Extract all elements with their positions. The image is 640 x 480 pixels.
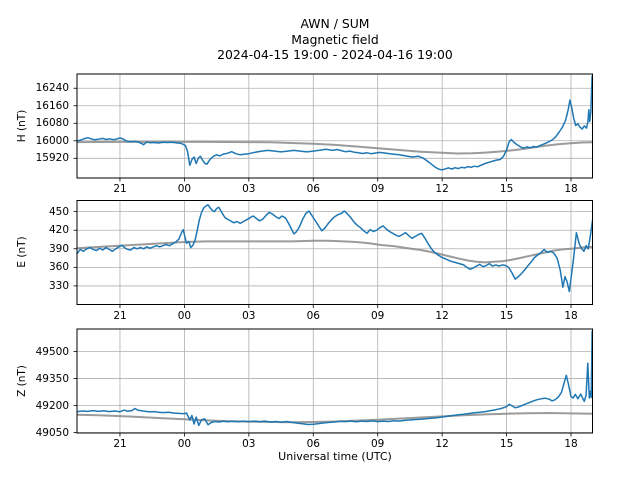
axes-frame-2: [76, 328, 593, 434]
x-tick-label: 21: [113, 183, 127, 195]
data-trace-0: [77, 75, 593, 171]
y-tick-label: 420: [48, 224, 69, 237]
x-tick-label: 18: [564, 309, 578, 322]
x-tick-label: 12: [435, 183, 449, 195]
y-tick-label: 49200: [35, 399, 69, 412]
x-tick-label: 21: [113, 438, 127, 450]
x-tick-label: 09: [371, 309, 385, 322]
x-tick-label: 15: [499, 309, 514, 322]
quiet-day-curve-2: [77, 412, 593, 424]
grid-0: [77, 74, 593, 178]
x-axis-label: Universal time (UTC): [278, 450, 392, 463]
x-tick-label: 15: [499, 183, 514, 195]
x-tick-label: 09: [371, 183, 385, 195]
tick-marks-1: [73, 211, 572, 308]
x-tick-label: 12: [435, 438, 449, 450]
y-tick-label: 330: [48, 279, 69, 292]
y-tick-label: 49500: [35, 345, 69, 358]
grid-1: [77, 200, 593, 305]
y-tick-label: 450: [48, 205, 69, 218]
x-tick-label: 21: [113, 309, 127, 322]
y-tick-label: 360: [48, 261, 69, 274]
x-tick-label: 18: [564, 438, 578, 450]
data-trace-2: [77, 330, 593, 427]
y-tick-label: 16240: [35, 82, 69, 95]
x-tick-label: 18: [564, 183, 578, 195]
figure-title-station: AWN / SUM: [300, 16, 370, 31]
axes-frame-0: [76, 73, 593, 179]
figure-title-block: AWN / SUM Magnetic field 2024-04-15 19:0…: [77, 16, 593, 63]
x-tick-label: 09: [371, 438, 385, 450]
y-tick-label: 49350: [35, 372, 69, 385]
tick-marks-2: [73, 351, 572, 437]
y-tick-label: 16160: [35, 99, 69, 112]
figure-title-subtitle: Magnetic field: [291, 31, 379, 47]
x-tick-label: 03: [242, 438, 256, 450]
x-tick-label: 03: [242, 183, 256, 195]
y-tick-label: 16000: [35, 134, 69, 147]
y-tick-label: 16080: [35, 117, 69, 130]
y-tick-label: 390: [48, 242, 69, 255]
quiet-day-curve-0: [77, 140, 593, 155]
figure-title-date-range: 2024-04-15 19:00 - 2024-04-16 19:00: [217, 47, 453, 63]
x-tick-label: 06: [306, 309, 320, 322]
x-tick-label: 06: [306, 438, 320, 450]
y-tick-label: 49050: [35, 426, 69, 439]
x-tick-label: 00: [177, 309, 192, 322]
tick-marks-0: [73, 87, 572, 182]
data-trace-1: [77, 204, 593, 293]
y-tick-label: 15920: [35, 152, 69, 165]
x-tick-label: 06: [306, 183, 320, 195]
axes-frame-1: [76, 200, 593, 305]
x-tick-label: 00: [177, 438, 192, 450]
x-tick-label: 03: [242, 309, 256, 322]
quiet-day-curve-1: [77, 239, 593, 264]
x-tick-label: 15: [499, 438, 514, 450]
x-tick-label: 00: [177, 183, 192, 195]
x-tick-label: 12: [435, 309, 449, 322]
